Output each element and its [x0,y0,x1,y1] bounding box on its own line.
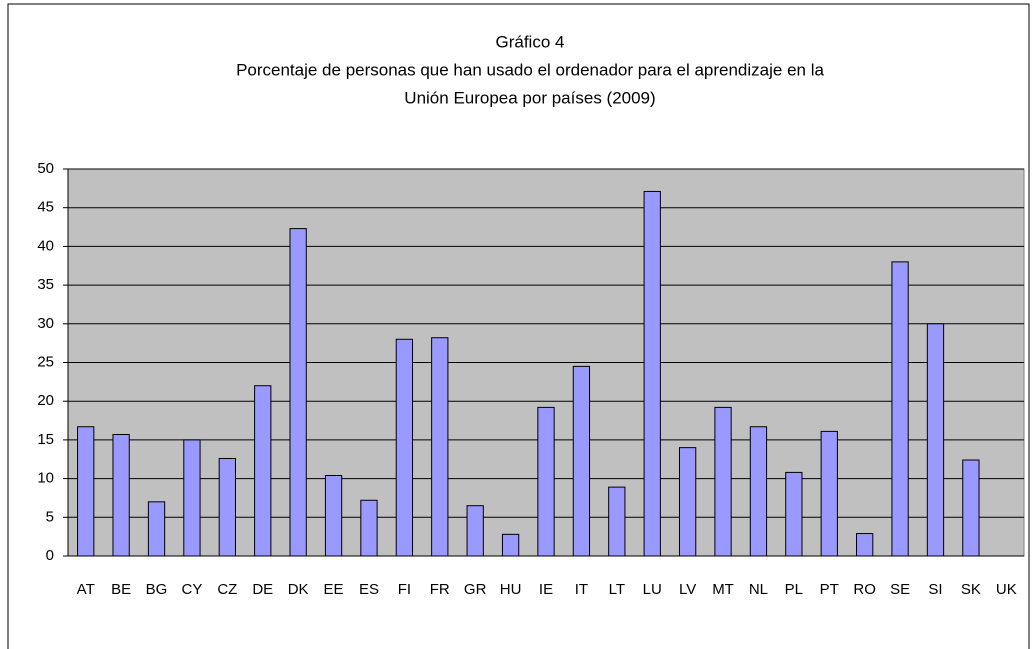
bar [466,505,484,557]
bar [501,533,520,557]
x-tick-label: IE [539,581,553,598]
bar [749,426,768,557]
x-tick-label: HU [500,581,522,598]
bar [785,471,803,557]
bar [572,365,591,557]
x-tick-label: BG [146,581,168,598]
chart-title: Gráfico 4 [496,32,565,51]
y-tick-label: 10 [37,470,54,487]
bar [254,385,272,557]
bar [678,447,697,557]
x-tick-label: FR [430,581,450,598]
bar [643,190,661,557]
bar [183,439,201,557]
bar [891,261,909,557]
y-tick-label: 45 [37,199,54,216]
y-tick-label: 15 [37,431,54,448]
bar [218,457,236,557]
x-tick-label: LV [679,581,696,598]
y-tick-label: 50 [37,160,54,177]
x-tick-label: UK [996,581,1017,598]
x-tick-label: RO [853,581,876,598]
x-tick-label: LT [609,581,625,598]
x-tick-label: ES [359,581,379,598]
x-tick-label: AT [77,581,95,598]
bar [289,228,307,557]
chart-title: Unión Europea por países (2009) [404,88,655,107]
bar [856,533,874,557]
bar [820,430,838,557]
bar [537,406,555,557]
x-tick-label: DE [252,581,273,598]
x-tick-label: LU [643,581,662,598]
y-tick-label: 25 [37,353,54,370]
x-tick-label: BE [111,581,131,598]
bar [962,459,980,557]
x-tick-label: MT [712,581,734,598]
bar [608,486,626,557]
bar [77,426,95,557]
x-tick-label: NL [749,581,768,598]
x-tick-label: FI [398,581,411,598]
x-tick-label: GR [464,581,487,598]
y-tick-label: 35 [37,276,54,293]
y-tick-label: 30 [37,315,54,332]
x-tick-label: SE [890,581,910,598]
x-tick-label: CY [182,581,203,598]
x-tick-label: EE [324,581,344,598]
y-tick-label: 20 [37,392,54,409]
bar [147,501,166,557]
x-tick-label: SK [961,581,981,598]
bar [395,338,414,557]
chart-title: Porcentaje de personas que han usado el … [236,60,824,79]
x-tick-label: PT [820,581,839,598]
x-tick-label: IT [575,581,588,598]
y-tick-label: 5 [46,508,54,525]
x-tick-label: DK [288,581,309,598]
bar [324,475,343,557]
bar [714,406,732,557]
y-tick-label: 0 [46,547,54,564]
x-tick-label: CZ [217,581,237,598]
y-tick-label: 40 [37,237,54,254]
bar [112,433,130,557]
bar [431,337,449,557]
bar [926,323,945,557]
x-tick-label: PL [785,581,803,598]
bar [360,499,378,557]
x-tick-label: SI [928,581,942,598]
